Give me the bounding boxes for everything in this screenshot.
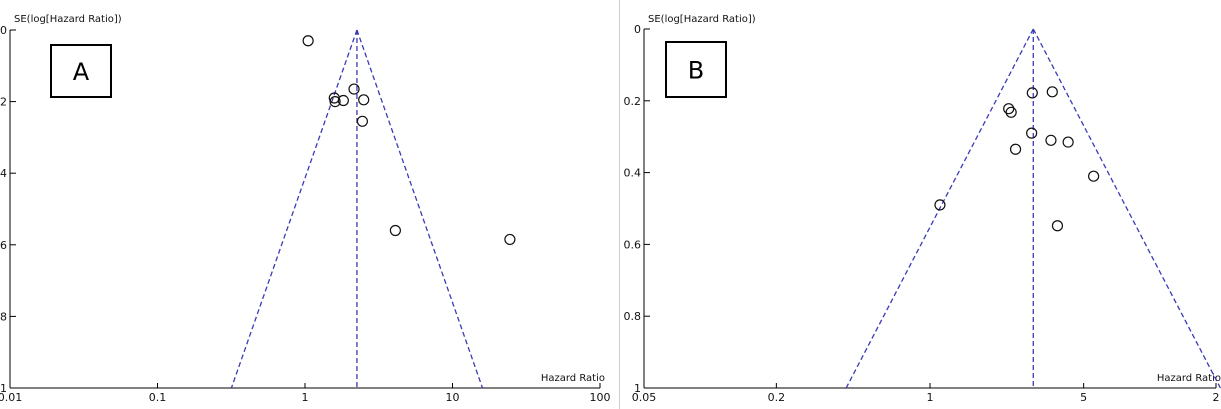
x-axis-title: Hazard Ratio — [541, 373, 605, 384]
panel-label: B — [688, 57, 704, 85]
study-point — [1009, 143, 1022, 155]
study-point — [934, 199, 946, 211]
panel-label-box — [50, 44, 112, 98]
study-point — [358, 94, 370, 106]
study-point — [1003, 103, 1015, 115]
panel-label: A — [73, 58, 90, 86]
y-tick-label: 0 — [634, 23, 641, 36]
study-point — [389, 224, 401, 237]
y-tick-label: 1 — [0, 382, 7, 395]
x-tick-label: 10 — [446, 391, 460, 404]
study-point — [337, 94, 349, 107]
x-tick-label: 0.05 — [632, 391, 657, 404]
y-tick-label: 0.6 — [624, 238, 642, 251]
y-tick-label: 0.4 — [624, 167, 642, 180]
study-point — [1046, 86, 1058, 98]
funnel-left-boundary — [845, 28, 1034, 389]
study-point — [1051, 220, 1064, 232]
funnel-right-boundary — [356, 29, 484, 389]
x-tick-label: 1 — [927, 391, 934, 404]
study-point — [1005, 106, 1017, 118]
study-point — [1026, 87, 1038, 99]
y-tick-label: 0.6 — [0, 239, 7, 252]
y-tick-label: 1 — [634, 382, 641, 395]
x-tick-label: 100 — [590, 391, 611, 404]
y-tick-label: 0 — [0, 24, 7, 37]
study-point — [329, 95, 341, 108]
study-point — [504, 233, 516, 246]
y-axis-title: SE(log[Hazard Ratio]) — [648, 14, 756, 25]
x-tick-label: 1 — [302, 391, 309, 404]
funnel-plot-a: 00.20.40.60.810.010.1110100SE(log[Hazard… — [0, 14, 611, 404]
study-point — [1026, 127, 1038, 139]
x-tick-label: 0.1 — [149, 391, 167, 404]
x-tick-label: 5 — [1080, 391, 1087, 404]
study-point — [1088, 170, 1100, 182]
funnel-right-boundary — [1032, 28, 1221, 389]
x-tick-label: 0.2 — [768, 391, 786, 404]
x-tick-label: 0.01 — [0, 391, 22, 404]
panel-label-box — [665, 41, 727, 98]
x-axis-title: Hazard Ratio — [1157, 373, 1221, 384]
y-axis-title: SE(log[Hazard Ratio]) — [14, 14, 122, 25]
study-point — [302, 35, 314, 47]
y-tick-label: 0.2 — [624, 95, 642, 108]
x-tick-label: 2 — [1213, 391, 1220, 404]
y-tick-label: 0.4 — [0, 167, 7, 180]
study-point — [356, 115, 369, 127]
funnel-left-boundary — [230, 29, 358, 389]
y-tick-label: 0.8 — [624, 310, 642, 323]
y-tick-label: 0.8 — [0, 310, 7, 323]
study-point — [1045, 134, 1057, 146]
study-point — [348, 83, 360, 95]
study-point — [1062, 136, 1074, 148]
funnel-plot-b: 00.20.40.60.810.05 0.2 1 5 2SE(log[Hazard Ra… — [624, 14, 1221, 404]
panel-divider — [619, 0, 620, 409]
y-tick-label: 0.2 — [0, 96, 7, 109]
